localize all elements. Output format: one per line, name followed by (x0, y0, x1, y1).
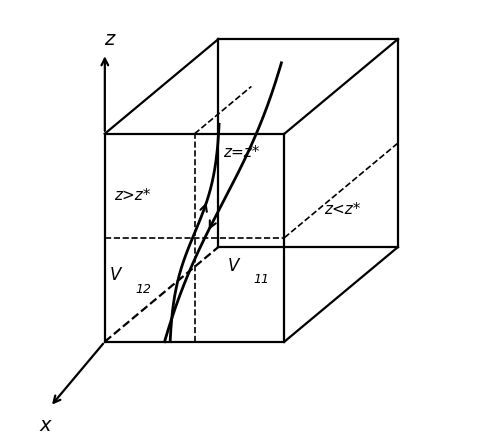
Text: 12: 12 (136, 283, 152, 295)
Text: z: z (104, 30, 115, 49)
Text: z=z*: z=z* (223, 145, 260, 160)
Text: x: x (40, 416, 51, 435)
Text: V: V (228, 257, 239, 275)
Text: z>z*: z>z* (114, 188, 150, 202)
Text: V: V (110, 266, 121, 284)
Text: 11: 11 (254, 273, 270, 286)
Text: z<z*: z<z* (324, 202, 360, 217)
